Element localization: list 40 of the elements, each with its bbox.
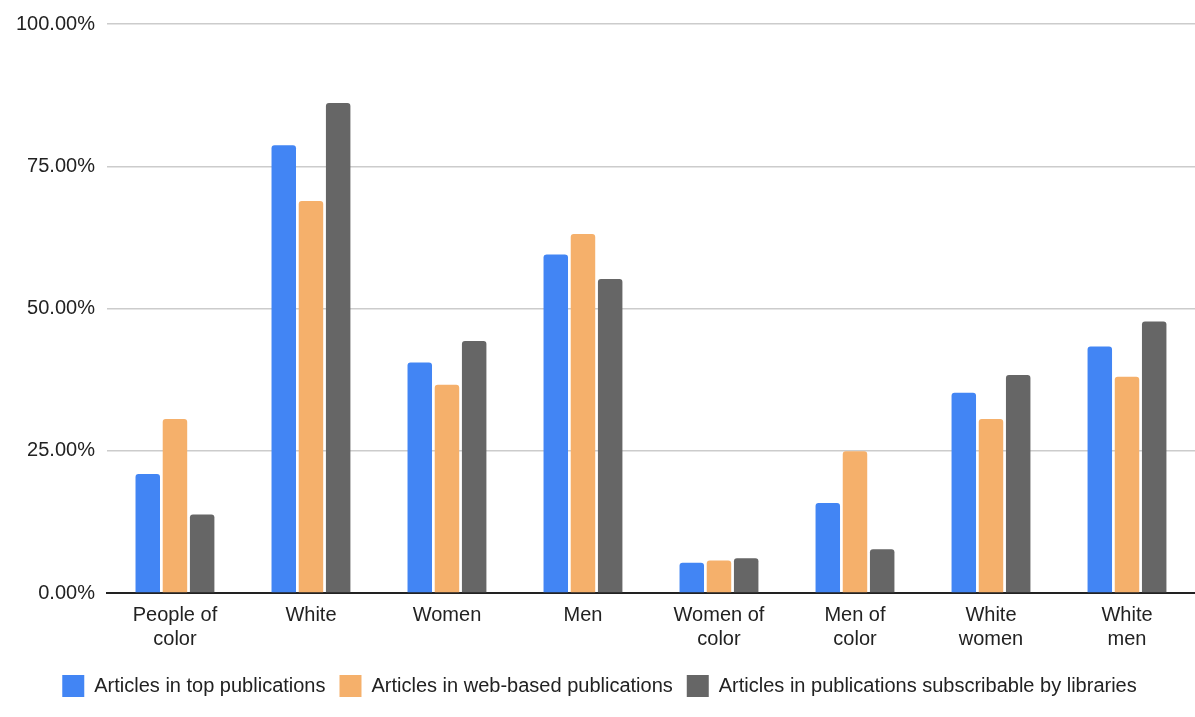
- x-tick-label: White women: [957, 602, 1024, 649]
- bar: [461, 340, 487, 593]
- bar: [706, 560, 732, 593]
- bar: [434, 384, 460, 593]
- bar: [679, 562, 705, 593]
- legend-label: Articles in web-based publications: [371, 673, 673, 696]
- bar: [189, 514, 215, 593]
- bar: [1141, 321, 1167, 593]
- bar: [978, 418, 1004, 593]
- bar: [1087, 346, 1113, 593]
- bar: [842, 451, 868, 593]
- bar: [815, 503, 841, 593]
- x-tick-label: White: [285, 602, 337, 625]
- bar: [597, 278, 623, 593]
- y-tick-label: 25.00%: [27, 438, 96, 461]
- bar: [407, 362, 433, 593]
- bar: [271, 145, 296, 593]
- bar: [325, 103, 351, 593]
- bar: [162, 418, 188, 593]
- y-tick-label: 50.00%: [27, 296, 96, 319]
- y-tick-label: 100.00%: [15, 11, 96, 34]
- bar: [1114, 376, 1140, 593]
- y-tick-label: 0.00%: [38, 580, 96, 603]
- bar: [1005, 375, 1031, 593]
- bar: [543, 254, 569, 593]
- legend-label: Articles in top publications: [94, 673, 326, 696]
- bar: [733, 558, 759, 593]
- x-tick-label: Men of color: [824, 602, 886, 649]
- legend-label: Articles in publications subscribable by libraries: [718, 673, 1137, 696]
- bar: [570, 233, 596, 593]
- x-tick-label: Women: [412, 602, 482, 625]
- bar: [951, 392, 977, 593]
- x-tick-label: Men: [563, 602, 603, 625]
- x-tick-label: Women of color: [673, 602, 765, 649]
- y-tick-label: 75.00%: [27, 153, 96, 176]
- x-tick-label: People of color: [132, 602, 218, 649]
- bar: [135, 474, 160, 593]
- bar: [869, 549, 895, 593]
- bar: [298, 200, 324, 593]
- x-tick-label: White men: [1101, 602, 1153, 649]
